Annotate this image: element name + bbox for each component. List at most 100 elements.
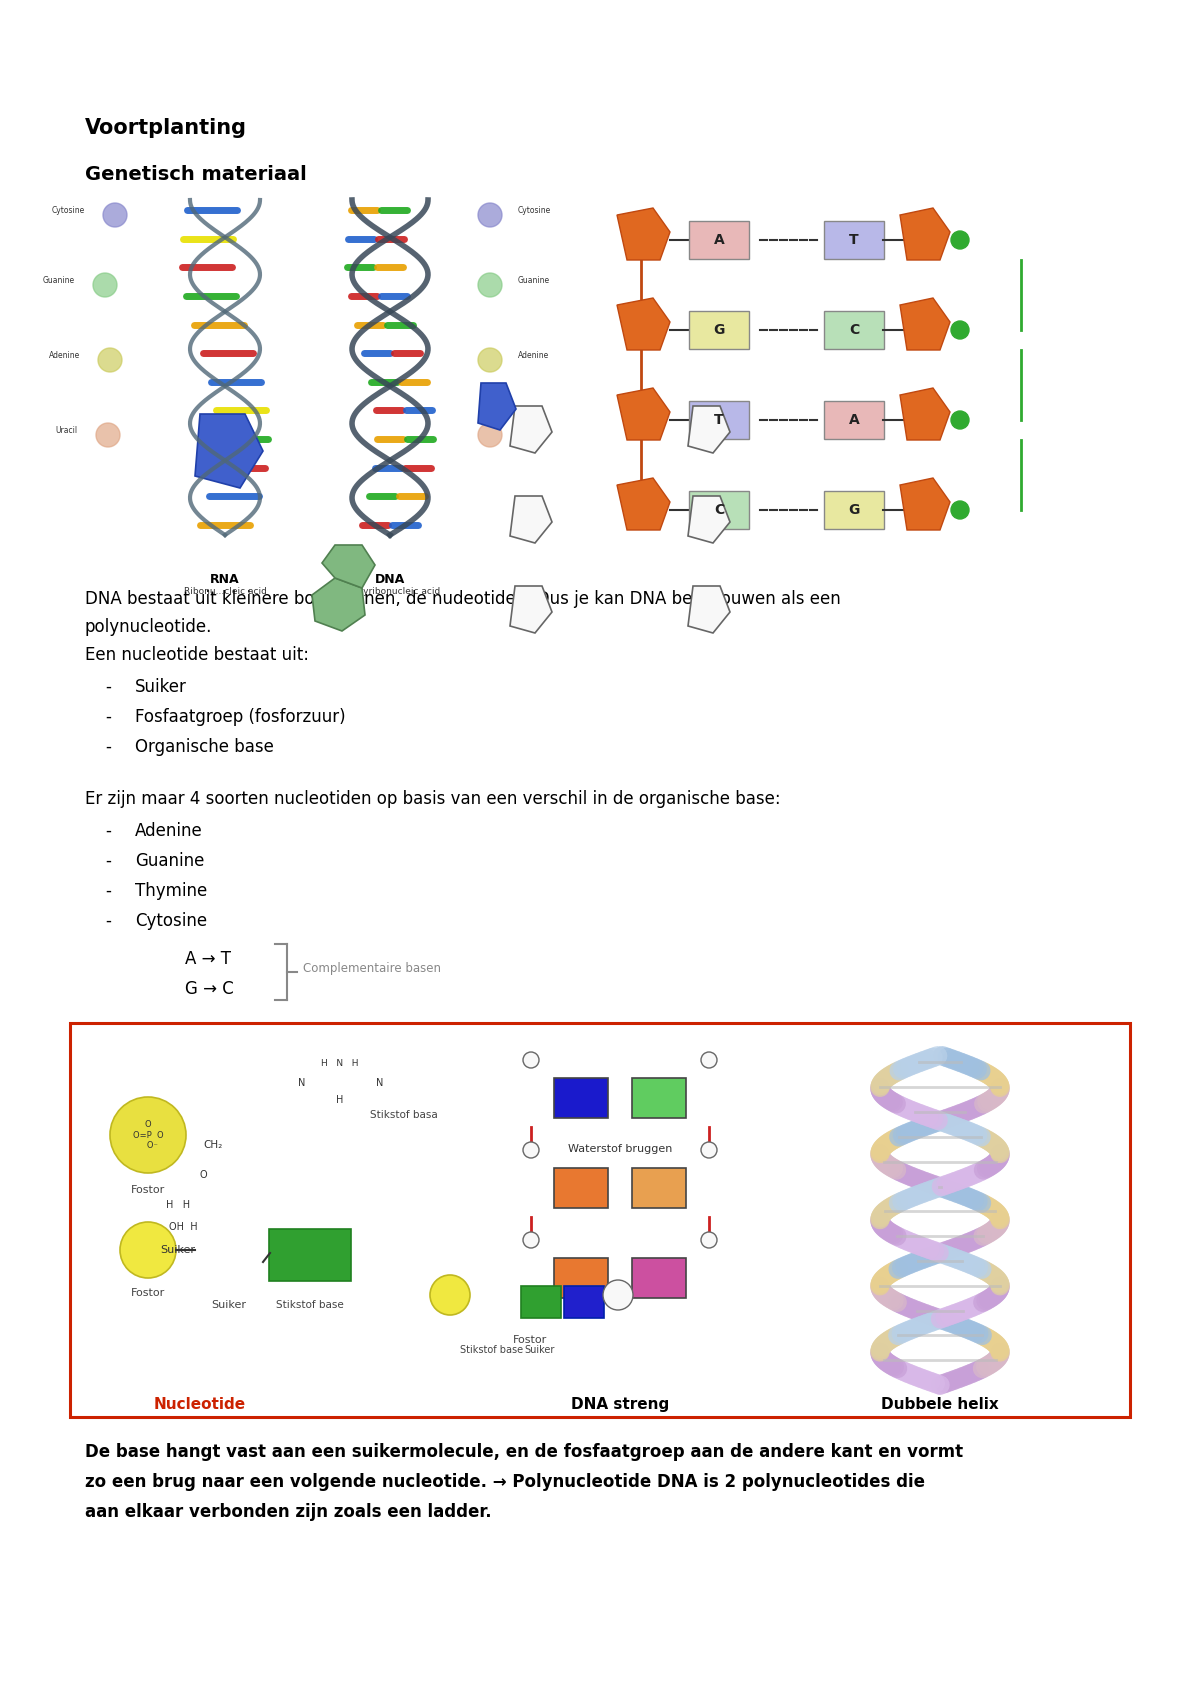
FancyBboxPatch shape: [632, 1258, 686, 1297]
Circle shape: [523, 1053, 539, 1068]
Text: Uracil: Uracil: [56, 426, 78, 435]
Circle shape: [478, 423, 502, 447]
Text: Cytosine: Cytosine: [52, 205, 85, 214]
Text: DNA: DNA: [374, 572, 406, 586]
Text: zo een brug naar een volgende nucleotide. → Polynucleotide DNA is 2 polynucleoti: zo een brug naar een volgende nucleotide…: [85, 1472, 925, 1491]
FancyBboxPatch shape: [269, 1229, 352, 1280]
FancyBboxPatch shape: [521, 1285, 562, 1318]
Text: Een nucleotide bestaat uit:: Een nucleotide bestaat uit:: [85, 645, 310, 664]
Text: De base hangt vast aan een suikermolecule, en de fosfaatgroep aan de andere kant: De base hangt vast aan een suikermolecul…: [85, 1443, 964, 1460]
Text: G: G: [848, 503, 859, 516]
Text: Cytosine: Cytosine: [134, 912, 208, 931]
Text: Ribonu...cleic acid: Ribonu...cleic acid: [184, 588, 266, 596]
FancyBboxPatch shape: [689, 401, 749, 440]
Text: H: H: [336, 1095, 343, 1105]
Text: Dubbele helix: Dubbele helix: [881, 1397, 998, 1413]
Text: Deoxyribonucleic acid: Deoxyribonucleic acid: [340, 588, 440, 596]
FancyBboxPatch shape: [689, 491, 749, 530]
Text: Stikstof base: Stikstof base: [276, 1301, 344, 1309]
Text: T: T: [850, 233, 859, 246]
Circle shape: [430, 1275, 470, 1314]
Text: polynucleotide.: polynucleotide.: [85, 618, 212, 637]
Polygon shape: [900, 207, 950, 260]
Circle shape: [96, 423, 120, 447]
Text: G → C: G → C: [185, 980, 234, 998]
Text: Stikstof basa: Stikstof basa: [370, 1110, 438, 1121]
FancyBboxPatch shape: [554, 1168, 608, 1207]
Text: -: -: [106, 912, 110, 931]
Polygon shape: [688, 496, 730, 543]
Text: -: -: [106, 678, 110, 696]
Text: -: -: [106, 852, 110, 869]
Text: O
O=P  O
   O⁻: O O=P O O⁻: [133, 1121, 163, 1150]
Text: -: -: [106, 881, 110, 900]
Text: Adenine: Adenine: [49, 350, 80, 360]
Text: Fostor: Fostor: [512, 1335, 547, 1345]
Circle shape: [103, 204, 127, 228]
Text: Guanine: Guanine: [518, 275, 550, 285]
Text: Suiker: Suiker: [134, 678, 187, 696]
Text: Fostor: Fostor: [131, 1185, 166, 1195]
Text: Genetisch materiaal: Genetisch materiaal: [85, 165, 307, 183]
FancyBboxPatch shape: [632, 1078, 686, 1117]
Circle shape: [94, 273, 118, 297]
FancyBboxPatch shape: [689, 221, 749, 260]
Text: Adenine: Adenine: [134, 822, 203, 841]
Polygon shape: [688, 406, 730, 453]
FancyBboxPatch shape: [564, 1285, 604, 1318]
Circle shape: [701, 1143, 718, 1158]
Text: Waterstof bruggen: Waterstof bruggen: [568, 1144, 672, 1155]
Text: CH₂: CH₂: [203, 1139, 223, 1150]
Text: Suiker: Suiker: [524, 1345, 556, 1355]
Text: -: -: [106, 822, 110, 841]
FancyBboxPatch shape: [824, 311, 884, 350]
Circle shape: [98, 348, 122, 372]
Circle shape: [120, 1223, 176, 1279]
Circle shape: [478, 348, 502, 372]
Text: Guanine: Guanine: [43, 275, 74, 285]
FancyBboxPatch shape: [824, 221, 884, 260]
Text: Voortplanting: Voortplanting: [85, 117, 247, 138]
Text: -: -: [106, 708, 110, 727]
Text: N: N: [377, 1078, 384, 1088]
Text: Complementaire basen: Complementaire basen: [302, 961, 442, 975]
Text: Thymine: Thymine: [134, 881, 208, 900]
Circle shape: [952, 321, 970, 340]
Circle shape: [952, 411, 970, 430]
Polygon shape: [900, 299, 950, 350]
Polygon shape: [617, 389, 670, 440]
Polygon shape: [322, 545, 374, 588]
Polygon shape: [510, 586, 552, 633]
Text: aan elkaar verbonden zijn zoals een ladder.: aan elkaar verbonden zijn zoals een ladd…: [85, 1503, 492, 1521]
Polygon shape: [617, 299, 670, 350]
Text: Thymine: Thymine: [518, 426, 551, 435]
Text: DNA bestaat uit kleinere bouwstenen, de nudeotiden. Dus je kan DNA beschouwen al: DNA bestaat uit kleinere bouwstenen, de …: [85, 589, 841, 608]
Polygon shape: [478, 384, 516, 430]
Polygon shape: [617, 207, 670, 260]
Text: Cytosine: Cytosine: [518, 205, 551, 214]
FancyBboxPatch shape: [824, 401, 884, 440]
Text: H   N   H: H N H: [322, 1058, 359, 1068]
Text: Suiker: Suiker: [161, 1245, 196, 1255]
Text: A → T: A → T: [185, 949, 230, 968]
Polygon shape: [900, 389, 950, 440]
Text: Stikstof base: Stikstof base: [460, 1345, 523, 1355]
Text: Guanine: Guanine: [134, 852, 204, 869]
FancyBboxPatch shape: [824, 491, 884, 530]
Text: A: A: [714, 233, 725, 246]
Polygon shape: [312, 577, 365, 632]
Text: A: A: [848, 413, 859, 426]
Circle shape: [110, 1097, 186, 1173]
Text: O: O: [199, 1170, 206, 1180]
Text: Organische base: Organische base: [134, 739, 274, 756]
FancyBboxPatch shape: [554, 1078, 608, 1117]
FancyBboxPatch shape: [554, 1258, 608, 1297]
Text: N: N: [299, 1078, 306, 1088]
Text: G: G: [713, 323, 725, 336]
Circle shape: [952, 501, 970, 520]
Circle shape: [523, 1143, 539, 1158]
Text: T: T: [714, 413, 724, 426]
Polygon shape: [617, 479, 670, 530]
Circle shape: [701, 1233, 718, 1248]
Text: C: C: [714, 503, 724, 516]
